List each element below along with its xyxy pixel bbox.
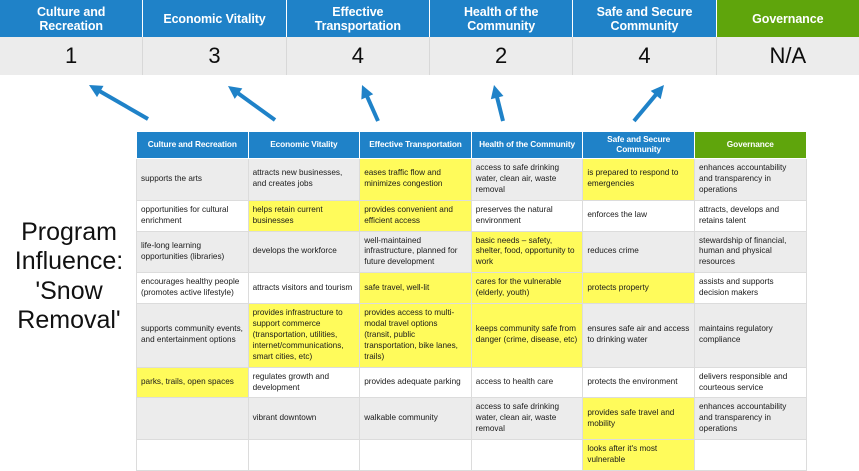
matrix-col-header-effective-transportation: Effective Transportation [359,131,472,159]
matrix-cell-r4-c4: cares for the vulnerable (elderly, youth… [470,272,584,305]
matrix-row: supports the arts attracts new businesses… [136,158,807,201]
arrow-effective-transportation [361,85,380,122]
matrix-cell-r2-c4: preserves the natural environment [470,199,584,232]
matrix-col-header-safe-and-secure-community: Safe and Secure Community [582,131,695,159]
scorecard-value-economic-vitality: 3 [143,37,287,75]
scorecard-strip: Culture and Recreation Economic Vitality E… [0,0,859,75]
matrix-cell-r3-c6: stewardship of financial, human and phys… [693,230,807,274]
matrix-cell-r2-c1: opportunities for cultural enrichment [136,199,249,232]
matrix-cell-r4-c2: attracts visitors and tourism [247,272,361,305]
matrix-row: looks after it's most vulnerable [136,439,807,471]
arrow-economic-vitality [228,86,277,122]
matrix-row: opportunities for cultural enrichment hel… [136,199,807,232]
matrix-cell-r1-c4: access to safe drinking water, clean air… [470,158,584,201]
matrix-col-header-governance: Governance [693,131,807,159]
arrow-culture-and-recreation-shaft [95,87,149,121]
matrix-header: Culture and Recreation Economic Vitality E… [136,131,807,159]
matrix-col-header-economic-vitality: Economic Vitality [247,131,361,159]
arrow-health-of-the-community-head [490,85,504,100]
scorecard-header-health-of-the-community: Health of the Community [429,0,574,37]
arrow-culture-and-recreation [89,85,149,121]
matrix-cell-r8-c2 [247,439,361,471]
matrix-cell-r8-c1 [136,439,249,471]
arrow-economic-vitality-head [228,86,243,99]
influence-matrix-container: Culture and Recreation Economic Vitality E… [136,131,807,471]
matrix-row: vibrant downtown walkable community access… [136,397,807,441]
matrix-row: encourages healthy people (promotes acti… [136,272,807,305]
scorecard-header-economic-vitality: Economic Vitality [143,0,287,37]
matrix-body: supports the arts attracts new businesses… [136,158,807,471]
matrix-cell-r3-c1: life-long learning opportunities (librar… [136,230,249,274]
matrix-cell-r2-c5: enforces the law [582,199,695,232]
matrix-cell-r6-c3: provides adequate parking [359,366,472,399]
arrow-effective-transportation-head [361,85,374,100]
matrix-cell-r5-c3: provides access to multi-modal travel op… [359,303,472,368]
matrix-cell-r7-c3: walkable community [359,397,472,441]
scorecard-header-row: Culture and Recreation Economic Vitality E… [0,0,859,37]
matrix-cell-r6-c5: protects the environment [582,366,695,399]
matrix-cell-r4-c6: assists and supports decision makers [693,272,807,305]
arrow-safe-and-secure-community-head [650,85,664,100]
arrows-layer [89,85,664,123]
matrix-cell-r1-c2: attracts new businesses, and creates job… [247,158,361,201]
matrix-cell-r4-c1: encourages healthy people (promotes acti… [136,272,249,305]
influence-matrix: Culture and Recreation Economic Vitality E… [136,131,807,471]
matrix-cell-r5-c6: maintains regulatory compliance [693,303,807,368]
matrix-col-header-culture-and-recreation: Culture and Recreation [136,131,249,159]
scorecard-value-culture-and-recreation: 1 [0,37,144,75]
matrix-cell-r5-c2: provides infrastructure to support comme… [247,303,361,368]
matrix-col-header-health-of-the-community: Health of the Community [470,131,584,159]
matrix-cell-r2-c3: provides convenient and efficient access [359,199,472,232]
matrix-cell-r2-c6: attracts, develops and retains talent [693,199,807,232]
matrix-cell-r2-c2: helps retain current businesses [247,199,361,232]
matrix-cell-r7-c5: provides safe travel and mobility [582,397,695,441]
matrix-row: parks, trails, open spaces regulates grow… [136,366,807,399]
arrow-economic-vitality-shaft [234,89,277,122]
matrix-cell-r7-c2: vibrant downtown [247,397,361,441]
matrix-cell-r4-c5: protects property [582,272,695,305]
matrix-cell-r1-c1: supports the arts [136,158,249,201]
matrix-cell-r3-c3: well-maintained infrastructure, planned … [359,230,472,274]
matrix-cell-r6-c1: parks, trails, open spaces [136,366,249,399]
matrix-cell-r7-c6: enhances accountability and transparency… [693,397,807,441]
matrix-cell-r1-c3: eases traffic flow and minimizes congest… [359,158,472,201]
arrow-health-of-the-community [490,85,505,122]
scorecard-header-effective-transportation: Effective Transportation [286,0,430,37]
matrix-cell-r4-c3: safe travel, well-lit [359,272,472,305]
matrix-header-row: Culture and Recreation Economic Vitality E… [136,131,807,159]
matrix-cell-r5-c5: ensures safe air and access to drinking … [582,303,695,368]
arrow-effective-transportation-shaft [363,92,380,122]
scorecard-value-effective-transportation: 4 [287,37,430,75]
scorecard-value-safe-and-secure-community: 4 [573,37,717,75]
matrix-cell-r3-c4: basic needs – safety, shelter, food, opp… [470,230,584,274]
scorecard-header-governance: Governance [716,0,859,37]
matrix-cell-r5-c4: keeps community safe from danger (crime,… [470,303,584,368]
matrix-cell-r3-c5: reduces crime [582,230,695,274]
arrow-safe-and-secure-community-shaft [632,90,660,123]
matrix-cell-r1-c6: enhances accountability and transparency… [693,158,807,201]
matrix-cell-r1-c5: is prepared to respond to emergencies [582,158,695,201]
arrow-culture-and-recreation-head [89,85,104,98]
scorecard-value-governance: N/A [769,43,807,68]
matrix-row: life-long learning opportunities (librar… [136,230,807,274]
matrix-cell-r7-c1 [136,397,249,441]
matrix-cell-r8-c6 [693,439,807,471]
matrix-cell-r8-c5: looks after it's most vulnerable [582,439,695,471]
matrix-cell-r7-c4: access to safe drinking water, clean air… [470,397,584,441]
matrix-cell-r5-c1: supports community events, and entertain… [136,303,249,368]
scorecard-header-safe-and-secure-community: Safe and Secure Community [573,0,717,37]
matrix-cell-r6-c2: regulates growth and development [247,366,361,399]
program-influence-caption: Program Influence: 'Snow Removal' [14,218,124,334]
matrix-cell-r6-c4: access to health care [470,366,584,399]
arrow-safe-and-secure-community [632,85,664,123]
matrix-row: supports community events, and entertain… [136,303,807,368]
scorecard-value-row: 1 3 4 2 4 N/A [0,37,859,75]
scorecard-header-culture-and-recreation: Culture and Recreation [0,0,144,37]
matrix-cell-r8-c4 [470,439,584,471]
matrix-cell-r8-c3 [359,439,472,471]
matrix-cell-r6-c6: delivers responsible and courteous servi… [693,366,807,399]
scorecard-value-health-of-the-community: 2 [430,37,574,75]
matrix-cell-r3-c2: develops the workforce [247,230,361,274]
arrow-health-of-the-community-shaft [494,93,505,122]
